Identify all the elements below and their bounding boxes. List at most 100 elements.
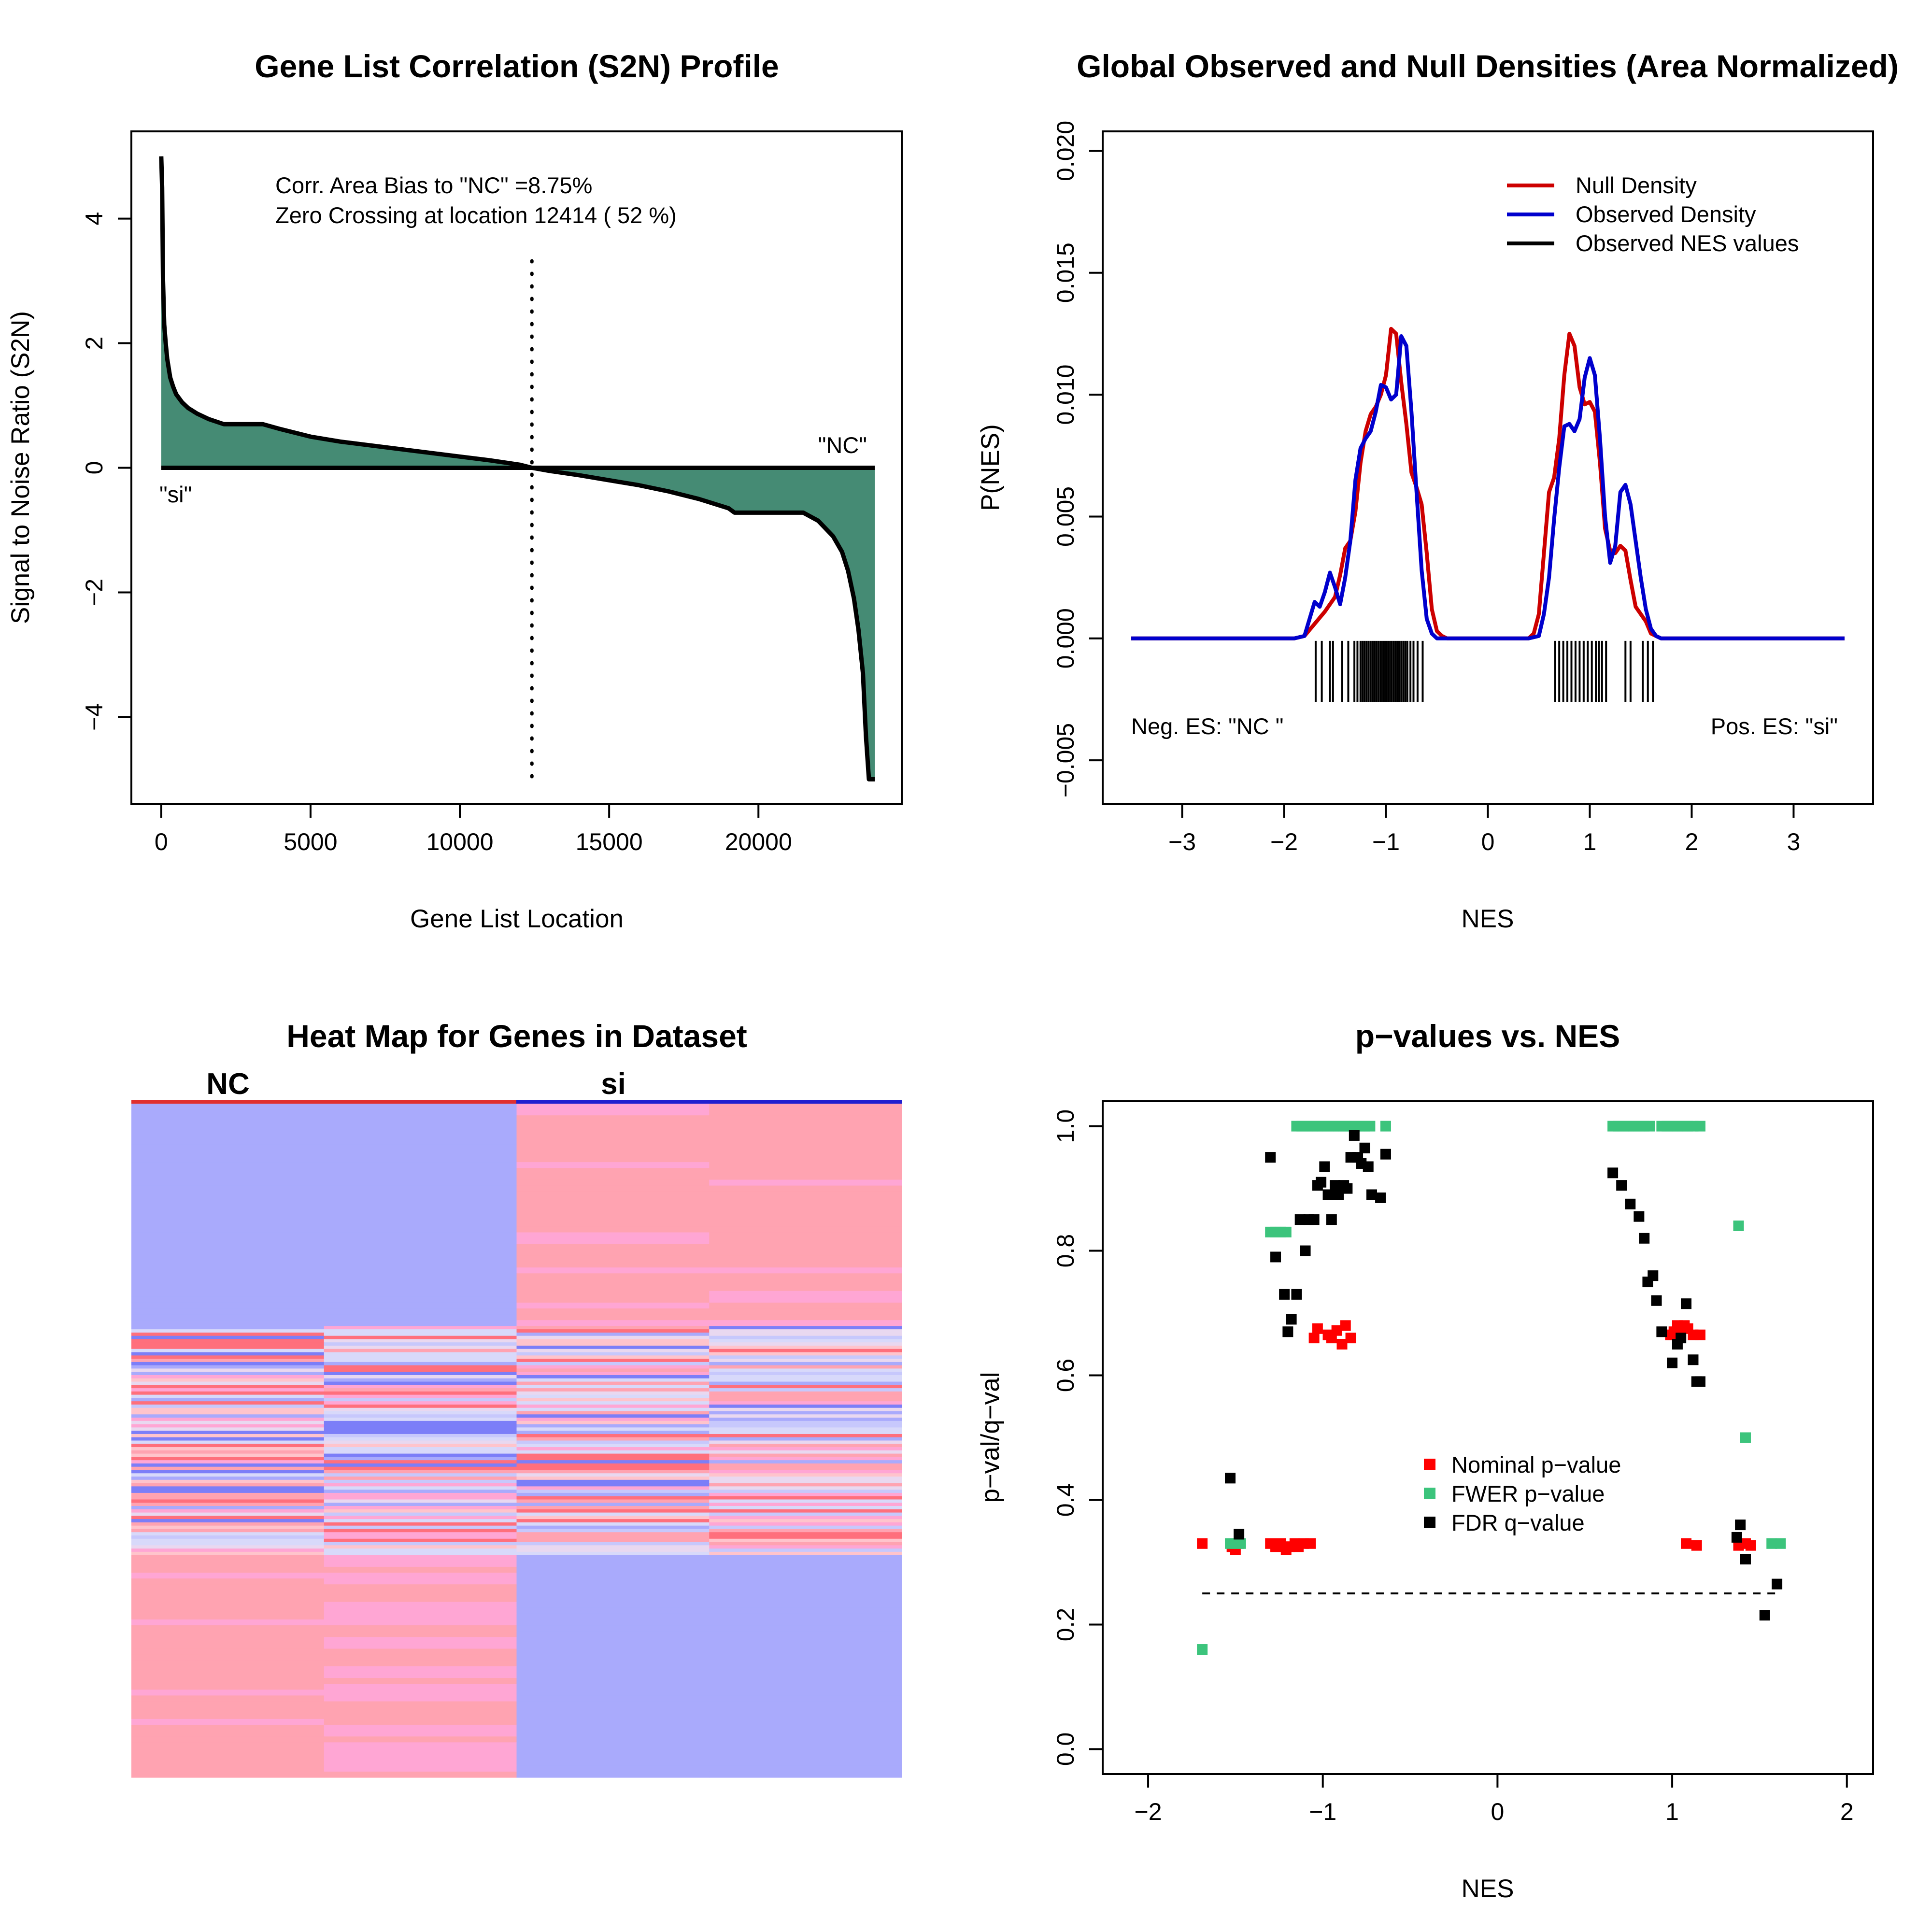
- s2n-area-bias-note: Corr. Area Bias to "NC" =8.75%: [275, 172, 592, 198]
- heatmap-cell: [516, 1648, 710, 1655]
- heatmap-cell: [324, 1104, 517, 1110]
- heatmap-cell: [709, 1690, 902, 1696]
- heatmap-cell: [324, 1427, 517, 1431]
- heatmap-cell: [324, 1532, 517, 1536]
- heatmap-cell: [516, 1388, 710, 1392]
- heatmap-cell: [324, 1479, 517, 1484]
- heatmap-cell: [516, 1542, 710, 1546]
- s2n-x-axis-title: Gene List Location: [410, 905, 624, 933]
- heatmap-cell: [131, 1535, 325, 1539]
- heatmap-cell: [516, 1179, 710, 1186]
- heatmap-cell: [709, 1503, 902, 1506]
- pvalue-y-tick-label: 0.4: [1052, 1483, 1079, 1517]
- fwer-pvalue-point: [1733, 1220, 1744, 1231]
- heatmap-cell: [131, 1463, 325, 1467]
- heatmap-cell: [131, 1398, 325, 1402]
- fwer-pvalue-point: [1235, 1538, 1246, 1549]
- density-y-tick-label: 0.015: [1052, 242, 1079, 303]
- heatmap-cell: [516, 1394, 710, 1399]
- heatmap-cell: [516, 1754, 710, 1761]
- heatmap-cell: [709, 1736, 902, 1743]
- heatmap-cell: [709, 1398, 902, 1402]
- heatmap-cell: [131, 1262, 325, 1268]
- heatmap-cell: [516, 1522, 710, 1526]
- heatmap-cell: [516, 1279, 710, 1286]
- heatmap-cell: [324, 1437, 517, 1441]
- heatmap-cell: [709, 1545, 902, 1549]
- heatmap-cell: [709, 1421, 902, 1425]
- heatmap-cell: [516, 1578, 710, 1585]
- heatmap-cell: [516, 1771, 710, 1778]
- heatmap-cell: [516, 1244, 710, 1250]
- heatmap-cell: [709, 1684, 902, 1690]
- heatmap-cell: [324, 1424, 517, 1428]
- heatmap-cell: [516, 1339, 710, 1343]
- heatmap-cell: [131, 1486, 325, 1490]
- heatmap-cell: [324, 1483, 517, 1487]
- heatmap-cell: [516, 1724, 710, 1731]
- heatmap-cell: [131, 1407, 325, 1412]
- heatmap-cell: [709, 1250, 902, 1256]
- heatmap-cell: [131, 1529, 325, 1533]
- nominal-pvalue-point: [1745, 1540, 1756, 1551]
- heatmap-cell: [131, 1742, 325, 1749]
- legend-nominal-label: Nominal p−value: [1451, 1452, 1621, 1477]
- fdr-qvalue-point: [1648, 1270, 1659, 1281]
- heatmap-cell: [324, 1421, 517, 1425]
- heatmap-cell: [709, 1477, 902, 1480]
- legend-fwer-label: FWER p−value: [1451, 1481, 1605, 1506]
- heatmap-cell: [709, 1378, 902, 1382]
- heatmap-cell: [131, 1308, 325, 1315]
- density-x-tick-label: 2: [1685, 828, 1699, 855]
- heatmap-cell: [516, 1359, 710, 1363]
- heatmap-cell: [516, 1391, 710, 1395]
- heatmap-cell: [131, 1479, 325, 1484]
- heatmap-cell: [516, 1349, 710, 1353]
- heatmap-cell: [131, 1168, 325, 1174]
- fdr-qvalue-point: [1667, 1357, 1678, 1368]
- heatmap-cell: [324, 1457, 517, 1461]
- heatmap-cell: [709, 1613, 902, 1620]
- heatmap-cell: [516, 1519, 710, 1523]
- heatmap-cell: [131, 1457, 325, 1461]
- heatmap-cell: [516, 1262, 710, 1268]
- heatmap-cell: [131, 1444, 325, 1448]
- heatmap-cell: [131, 1477, 325, 1480]
- heatmap-cell: [131, 1302, 325, 1309]
- density-legend: Null Density Observed Density Observed N…: [1507, 172, 1799, 256]
- heatmap-cell: [516, 1308, 710, 1315]
- fwer-pvalue-point: [1694, 1121, 1705, 1132]
- heatmap-cell: [324, 1401, 517, 1405]
- heatmap-cell: [709, 1551, 902, 1556]
- density-y-axis-title: P(NES): [976, 424, 1005, 511]
- heatmap-cell: [131, 1660, 325, 1667]
- heatmap-cell: [709, 1470, 902, 1474]
- heatmap-cell: [131, 1719, 325, 1725]
- heatmap-cell: [516, 1466, 710, 1471]
- heatmap-cell: [324, 1490, 517, 1493]
- heatmap-cell: [709, 1460, 902, 1464]
- heatmap-cell: [324, 1765, 517, 1772]
- heatmap-cell: [324, 1724, 517, 1731]
- heatmap-cell: [709, 1695, 902, 1702]
- heatmap-cell: [324, 1385, 517, 1389]
- heatmap-cell: [709, 1566, 902, 1573]
- heatmap-cell: [324, 1262, 517, 1268]
- heatmap-cell: [516, 1538, 710, 1543]
- heatmap-cell: [709, 1197, 902, 1204]
- heatmap-cell: [131, 1115, 325, 1122]
- heatmap-cell: [324, 1551, 517, 1556]
- heatmap-cell: [709, 1346, 902, 1350]
- heatmap-cell: [516, 1463, 710, 1467]
- heatmap-cell: [516, 1273, 710, 1280]
- heatmap-cell: [709, 1499, 902, 1503]
- heatmap-cell: [516, 1548, 710, 1552]
- density-x-axis: −3 −2 −1 0 1 2 3: [1168, 803, 1800, 855]
- heatmap-cell: [131, 1291, 325, 1297]
- heatmap-cell: [131, 1411, 325, 1415]
- fdr-qvalue-point: [1291, 1289, 1302, 1300]
- s2n-area-layer: [159, 156, 875, 787]
- heatmap-cell: [709, 1453, 902, 1457]
- heatmap-cell: [324, 1179, 517, 1186]
